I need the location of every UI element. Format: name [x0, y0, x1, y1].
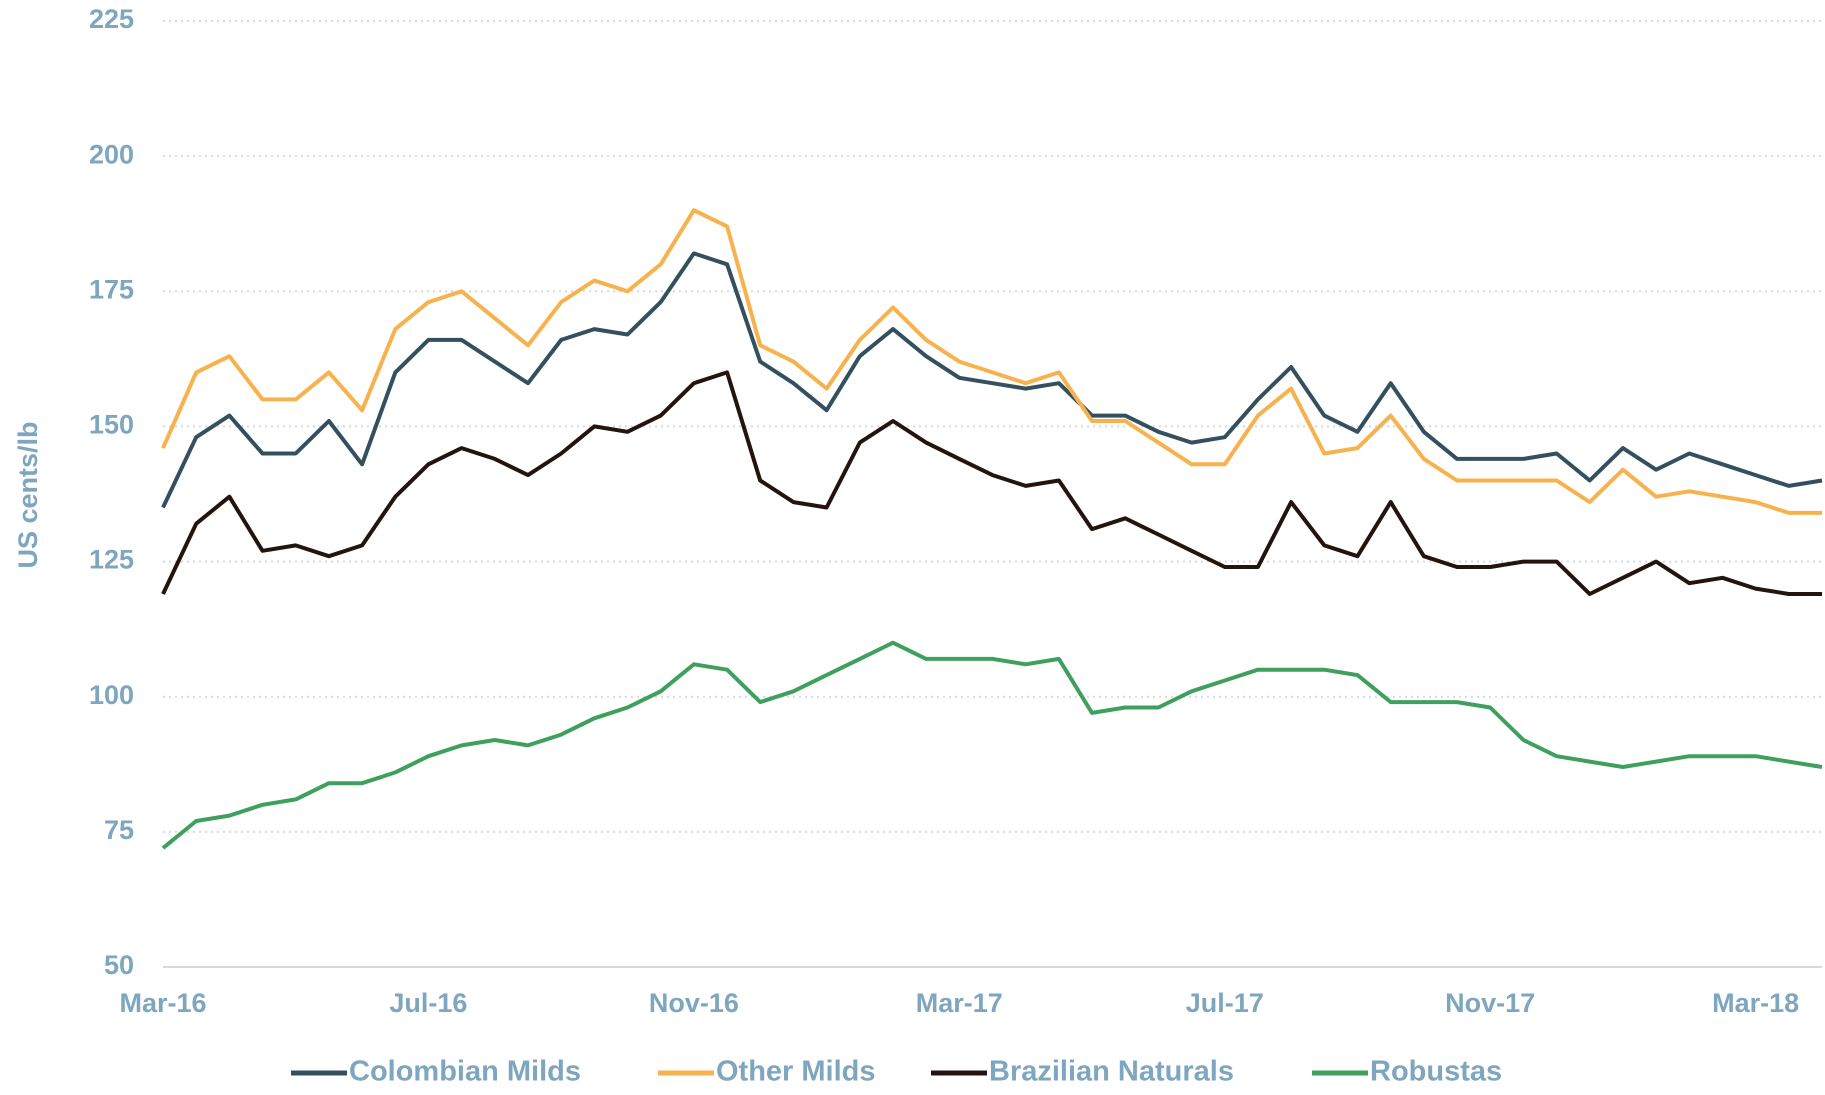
- line-series: [161, 251, 1823, 509]
- line-series: [161, 208, 1822, 515]
- y-tick-label: 225: [89, 4, 134, 34]
- y-tick-label: 75: [104, 815, 134, 845]
- legend-label: Brazilian Naturals: [989, 1056, 1234, 1088]
- y-tick-label: 200: [89, 139, 134, 169]
- legend-label: Robustas: [1370, 1056, 1502, 1088]
- legend-label: Other Milds: [716, 1056, 876, 1088]
- y-tick-label: 50: [104, 950, 134, 980]
- line-series: [161, 640, 1823, 850]
- x-tick-label: Nov-16: [649, 988, 739, 1018]
- x-tick-label: Nov-17: [1445, 988, 1535, 1018]
- legend-label: Colombian Milds: [349, 1056, 581, 1088]
- y-tick-label: 125: [89, 545, 134, 575]
- y-tick-label: 150: [89, 410, 134, 440]
- y-tick-label: 100: [89, 680, 134, 710]
- x-tick-label: Jul-16: [389, 988, 467, 1018]
- x-tick-label: Jul-17: [1186, 988, 1264, 1018]
- line-series: [161, 370, 1822, 596]
- x-tick-label: Mar-17: [916, 988, 1003, 1018]
- y-tick-label: 175: [89, 274, 134, 304]
- y-axis-label: US cents/lb: [13, 421, 43, 568]
- x-tick-label: Mar-18: [1712, 988, 1799, 1018]
- x-tick-label: Mar-16: [119, 988, 206, 1018]
